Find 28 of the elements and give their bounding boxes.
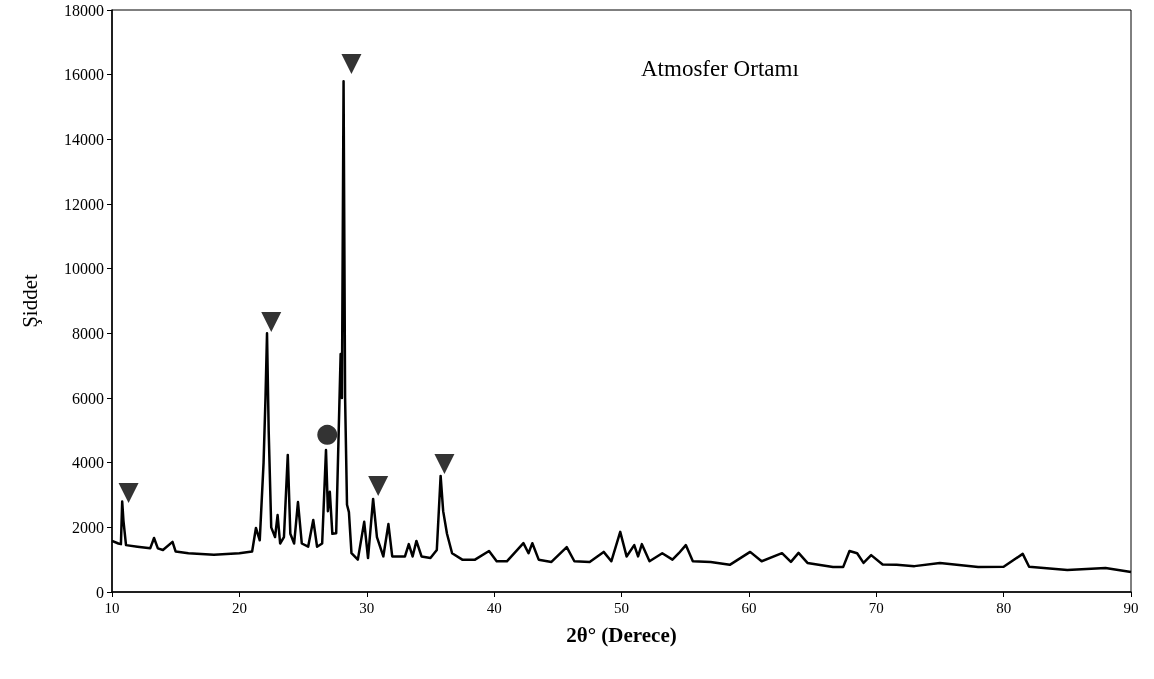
point bbox=[261, 312, 282, 333]
point bbox=[368, 475, 389, 496]
point bbox=[341, 54, 362, 74]
x-tick-label: 30 bbox=[359, 599, 375, 616]
x-tick-label: 50 bbox=[614, 599, 629, 616]
y-tick-label: 2000 bbox=[72, 518, 104, 536]
x-tick-label: 80 bbox=[996, 599, 1012, 616]
x-tick-label: 90 bbox=[1123, 599, 1139, 616]
x-tick-label: 20 bbox=[231, 599, 247, 616]
y-tick-label: 16000 bbox=[64, 66, 104, 84]
y-tick-label: 12000 bbox=[64, 195, 104, 213]
y-tick-label: 4000 bbox=[72, 454, 104, 472]
y-tick-label: 18000 bbox=[64, 1, 104, 19]
y-tick-label: 10000 bbox=[64, 260, 104, 278]
point bbox=[317, 424, 338, 445]
y-tick-label: 0 bbox=[96, 583, 104, 601]
x-tick-label: 60 bbox=[741, 599, 757, 616]
x-tick-label: 70 bbox=[868, 599, 884, 616]
x-tick-label: 40 bbox=[486, 599, 502, 616]
x-tick-label: 10 bbox=[104, 599, 120, 616]
x-axis-title: 2θ° (Derece) bbox=[566, 622, 677, 647]
point bbox=[118, 483, 139, 504]
y-tick-label: 6000 bbox=[72, 389, 104, 407]
point bbox=[434, 453, 455, 474]
y-tick-label: 14000 bbox=[64, 130, 104, 148]
y-tick-label: 8000 bbox=[72, 324, 104, 342]
text: Atmosfer Ortamı bbox=[641, 56, 799, 81]
y-axis-title: Şiddet bbox=[17, 274, 42, 328]
